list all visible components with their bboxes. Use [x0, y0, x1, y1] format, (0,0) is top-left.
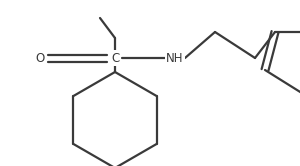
Text: C: C [111, 51, 119, 65]
Text: NH: NH [166, 51, 184, 65]
Text: O: O [35, 51, 45, 65]
